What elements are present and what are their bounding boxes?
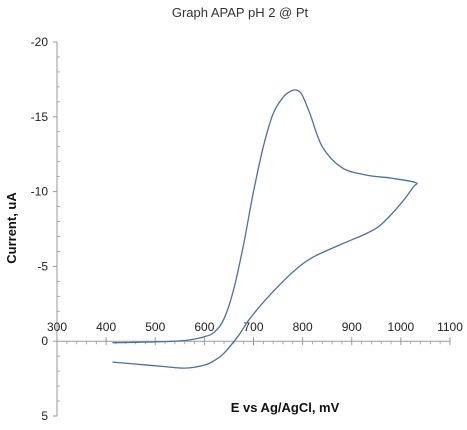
x-tick-label: 500 — [145, 320, 165, 334]
x-tick-label: 900 — [342, 320, 362, 334]
y-tick-label: 5 — [41, 409, 48, 423]
x-tick-label: 700 — [243, 320, 263, 334]
chart-title: Graph APAP pH 2 @ Pt — [172, 5, 309, 20]
y-axis-label: Current, uA — [4, 192, 19, 264]
y-tick-labels: -20 -15 -10 -5 0 5 — [31, 35, 49, 423]
y-tick-label: -5 — [37, 259, 48, 273]
x-tick-label: 400 — [96, 320, 116, 334]
series-group — [112, 89, 418, 369]
series-line-0 — [112, 89, 418, 369]
x-tick-label: 1000 — [388, 320, 415, 334]
x-tick-label: 300 — [47, 320, 67, 334]
y-tick-label: -10 — [31, 185, 49, 199]
y-tick-label: -20 — [31, 35, 49, 49]
x-tick-labels: 300 400 500 600 700 800 900 1000 1100 — [47, 320, 463, 334]
x-axis-label: E vs Ag/AgCl, mV — [231, 400, 340, 415]
y-tick-label: -15 — [31, 110, 49, 124]
axes — [53, 41, 451, 417]
x-tick-label: 1100 — [437, 320, 463, 334]
y-tick-label: 0 — [41, 334, 48, 348]
x-tick-label: 600 — [194, 320, 214, 334]
x-tick-label: 800 — [293, 320, 313, 334]
